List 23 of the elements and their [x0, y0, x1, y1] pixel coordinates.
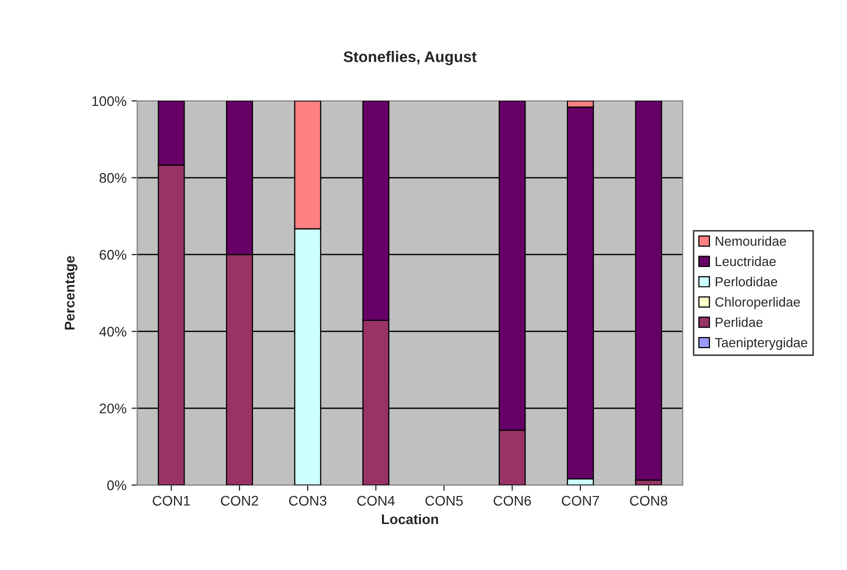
legend-label: Chloroperlidae: [715, 297, 800, 310]
y-tick-label: 40%: [99, 326, 126, 337]
x-tick-label: CON5: [425, 496, 463, 506]
legend-label: Perlidae: [716, 317, 763, 327]
legend-label: Perlodidae: [716, 276, 778, 286]
x-tick-label: CON4: [357, 496, 395, 506]
x-tick-label: CON3: [289, 496, 326, 506]
x-tick-label: CON6: [494, 496, 531, 506]
y-tick-label: 80%: [100, 173, 126, 183]
y-tick-label: 20%: [100, 404, 126, 414]
y-axis-title: Percentage: [64, 256, 78, 330]
x-tick-label: CON2: [220, 496, 258, 506]
x-tick-label: CON8: [630, 496, 668, 506]
legend-label: Nemouridae: [716, 236, 786, 246]
y-tick-label: 0%: [107, 480, 126, 490]
chart-title: Stoneflies, August: [344, 50, 477, 66]
legend-label: Leuctridae: [716, 256, 776, 266]
x-tick-label: CON1: [152, 496, 190, 506]
y-tick-label: 100%: [92, 96, 126, 106]
x-axis-title: Location: [382, 514, 438, 524]
legend-label: Taenipterygidae: [715, 338, 808, 350]
y-tick-label: 60%: [100, 250, 126, 260]
x-tick-label: CON7: [562, 496, 600, 506]
